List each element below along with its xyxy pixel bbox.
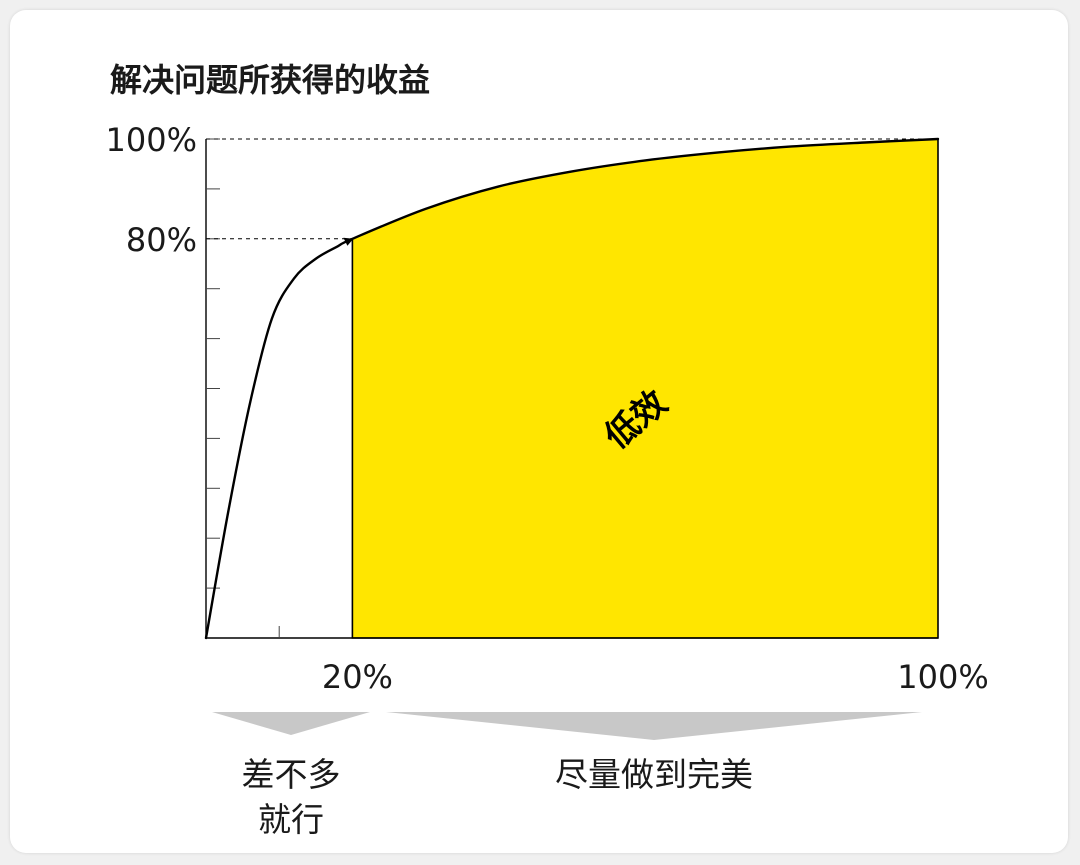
curve-arrowhead: [343, 237, 354, 246]
x-tick-label: 100%: [897, 658, 988, 696]
y-tick-label: 100%: [106, 121, 197, 159]
benefit-curve: [204, 137, 940, 640]
segment-label: 尽量做到完美: [555, 755, 753, 794]
chart-title: 解决问题所获得的收益: [110, 61, 430, 99]
segment-arrow: [386, 712, 922, 740]
segment-arrow: [212, 712, 370, 735]
segment-label: 就行: [258, 800, 324, 839]
segment-label: 差不多: [242, 755, 341, 794]
y-tick-label: 80%: [126, 221, 197, 259]
x-tick-label: 20%: [322, 658, 393, 696]
